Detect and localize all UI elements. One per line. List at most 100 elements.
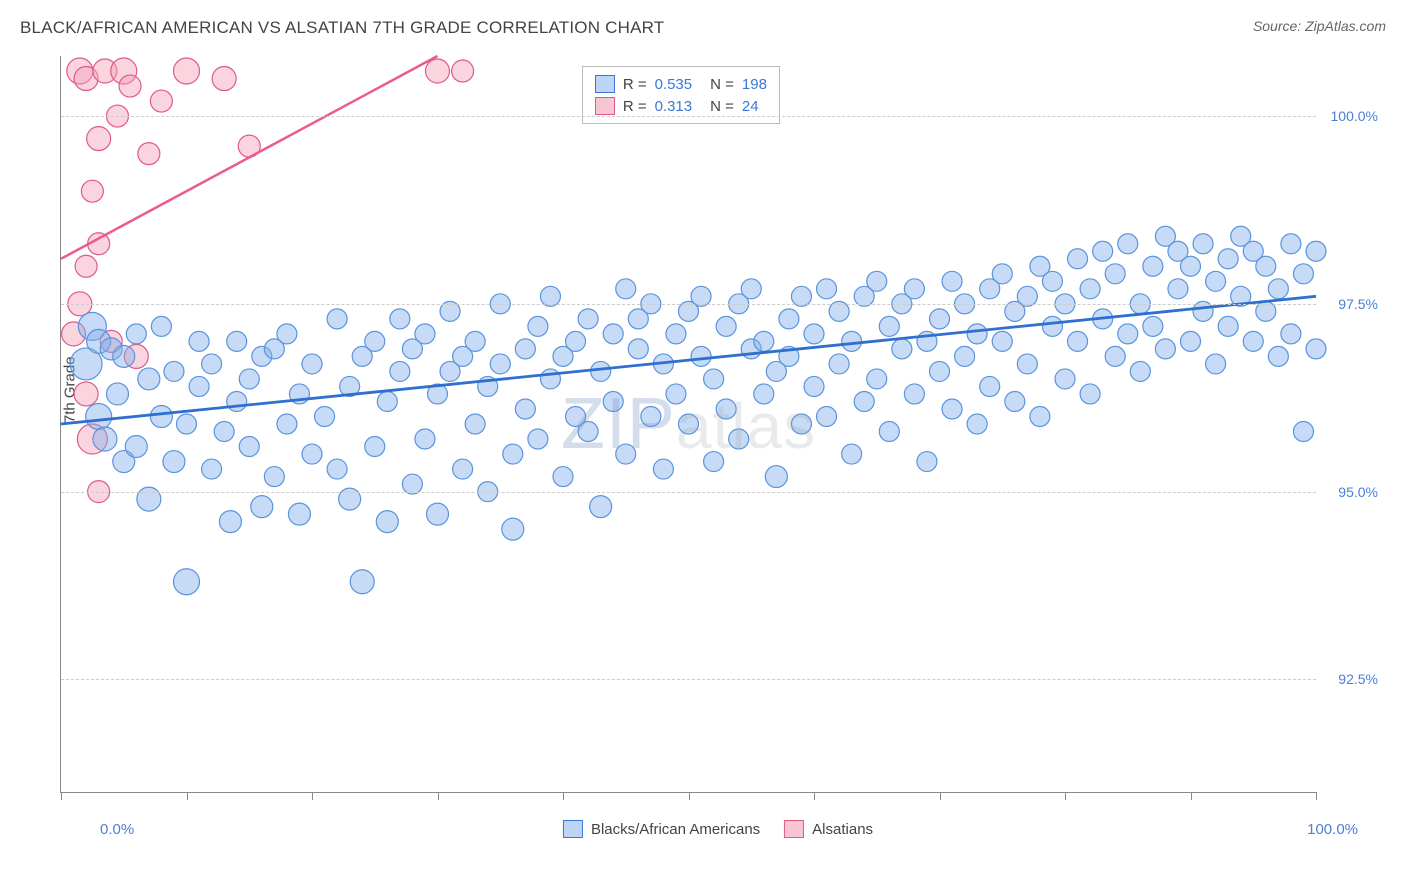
data-point — [390, 309, 410, 329]
data-point — [1268, 346, 1288, 366]
x-tick — [1065, 792, 1066, 800]
data-point — [1093, 241, 1113, 261]
data-point — [942, 271, 962, 291]
data-point — [930, 309, 950, 329]
data-point — [867, 369, 887, 389]
data-point — [741, 279, 761, 299]
data-point — [1293, 264, 1313, 284]
data-point — [376, 511, 398, 533]
data-point — [729, 429, 749, 449]
data-point — [917, 452, 937, 472]
data-point — [1030, 406, 1050, 426]
y-tick-label: 100.0% — [1331, 108, 1378, 124]
chart-container: 7th Grade ZIPatlas R = 0.535 N = 198 R =… — [50, 48, 1386, 848]
data-point — [829, 354, 849, 374]
data-point — [666, 384, 686, 404]
data-point — [553, 467, 573, 487]
data-point — [992, 264, 1012, 284]
data-point — [616, 444, 636, 464]
data-point — [277, 414, 297, 434]
data-point — [716, 316, 736, 336]
data-point — [754, 384, 774, 404]
stats-row: R = 0.535 N = 198 — [595, 73, 767, 95]
data-point — [174, 58, 200, 84]
swatch-pink-icon — [784, 820, 804, 838]
x-tick — [312, 792, 313, 800]
data-point — [415, 429, 435, 449]
data-point — [930, 361, 950, 381]
data-point — [177, 414, 197, 434]
x-tick — [1316, 792, 1317, 800]
data-point — [214, 422, 234, 442]
data-point — [1181, 331, 1201, 351]
data-point — [350, 570, 374, 594]
data-point — [578, 309, 598, 329]
data-point — [125, 436, 147, 458]
data-point — [1055, 369, 1075, 389]
data-point — [1080, 384, 1100, 404]
data-point — [1118, 234, 1138, 254]
data-point — [93, 427, 117, 451]
data-point — [566, 331, 586, 351]
data-point — [1143, 316, 1163, 336]
data-point — [540, 369, 560, 389]
data-point — [327, 459, 347, 479]
swatch-blue-icon — [563, 820, 583, 838]
x-tick — [940, 792, 941, 800]
data-point — [817, 279, 837, 299]
data-point — [1042, 271, 1062, 291]
y-tick-label: 97.5% — [1338, 296, 1378, 312]
data-point — [515, 339, 535, 359]
data-point — [967, 324, 987, 344]
data-point — [1118, 324, 1138, 344]
data-point — [765, 466, 787, 488]
data-point — [427, 503, 449, 525]
data-point — [227, 391, 247, 411]
data-point — [804, 376, 824, 396]
data-point — [1243, 331, 1263, 351]
data-point — [1017, 354, 1037, 374]
data-point — [202, 459, 222, 479]
data-point — [691, 346, 711, 366]
data-point — [239, 437, 259, 457]
data-point — [641, 406, 661, 426]
data-point — [892, 339, 912, 359]
data-point — [1218, 249, 1238, 269]
data-point — [967, 414, 987, 434]
data-point — [804, 324, 824, 344]
data-point — [377, 391, 397, 411]
r-value: 0.313 — [655, 98, 693, 115]
x-tick — [689, 792, 690, 800]
blue-swatch-icon — [595, 75, 615, 93]
data-point — [163, 451, 185, 473]
data-point — [1068, 249, 1088, 269]
y-tick-label: 92.5% — [1338, 671, 1378, 687]
data-point — [1293, 422, 1313, 442]
x-tick — [1191, 792, 1192, 800]
data-point — [126, 324, 146, 344]
stats-row: R = 0.313 N = 24 — [595, 95, 767, 117]
data-point — [502, 518, 524, 540]
data-point — [603, 324, 623, 344]
data-point — [992, 331, 1012, 351]
data-point — [942, 399, 962, 419]
data-point — [1105, 346, 1125, 366]
x-tick — [563, 792, 564, 800]
data-point — [1155, 339, 1175, 359]
data-point — [465, 331, 485, 351]
data-point — [1268, 279, 1288, 299]
data-point — [490, 354, 510, 374]
n-value: 24 — [742, 98, 759, 115]
x-tick — [814, 792, 815, 800]
data-point — [653, 459, 673, 479]
data-point — [666, 324, 686, 344]
data-point — [854, 391, 874, 411]
gridline — [61, 116, 1316, 117]
data-point — [1080, 279, 1100, 299]
data-point — [150, 90, 172, 112]
data-point — [74, 382, 98, 406]
x-tick — [187, 792, 188, 800]
data-point — [251, 496, 273, 518]
data-point — [277, 324, 297, 344]
y-tick-label: 95.0% — [1338, 484, 1378, 500]
